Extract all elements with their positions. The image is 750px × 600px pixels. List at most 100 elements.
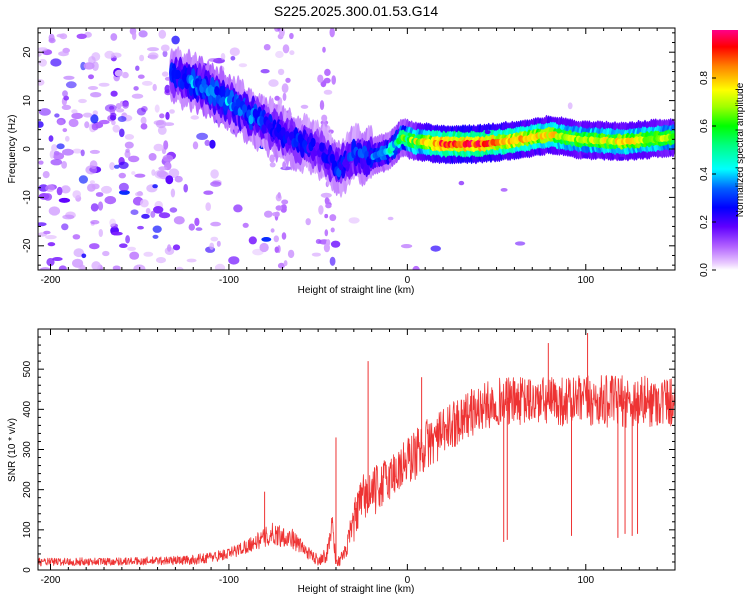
spectrogram-noise-blob (95, 192, 104, 197)
spectrogram-noise-blob (324, 213, 329, 219)
spectrogram-noise-blob (268, 79, 279, 87)
spectrogram-noise-blob (324, 68, 331, 76)
spectrogram-noise-blob (273, 235, 279, 243)
spectrogram-noise-blob (158, 29, 167, 39)
spectrogram-noise-blob (92, 110, 99, 116)
spectrogram-noise-blob (72, 258, 84, 268)
spectrogram-noise-blob (152, 225, 162, 233)
spectrogram-noise-blob (88, 74, 94, 80)
spectrogram-noise-blob (169, 109, 175, 114)
spectrogram-noise-blob (289, 50, 295, 56)
snr-y-tick-label: 200 (22, 481, 33, 498)
snr-y-tick-label: 400 (22, 401, 33, 418)
spectrogram-noise-blob (484, 130, 491, 135)
spectrogram-noise-blob (56, 186, 63, 196)
spectrogram-x-tick-label: -100 (219, 275, 239, 286)
spectrogram-noise-blob (71, 109, 78, 114)
spectrogram-y-label: Frequency (Hz) (7, 115, 18, 184)
spectrogram-y-tick-label: -10 (22, 190, 33, 205)
spectrogram-noise-blob (56, 143, 65, 150)
spectrogram-noise-blob (71, 112, 83, 120)
snr-y-tick-label: 500 (22, 360, 33, 377)
spectrogram-noise-blob (78, 175, 88, 184)
spectrogram-noise-blob (61, 223, 69, 231)
spectrogram-noise-blob (118, 172, 127, 179)
spectrogram-noise-blob (282, 161, 287, 170)
spectrogram-noise-blob (279, 28, 285, 37)
spectrogram-noise-blob (50, 159, 63, 166)
spectrogram-noise-blob (148, 153, 157, 161)
spectrogram-noise-blob (83, 62, 95, 70)
spectrogram-noise-blob (277, 68, 285, 76)
spectrogram-noise-blob (154, 104, 160, 113)
snr-x-tick-label: 0 (405, 575, 411, 586)
spectrogram-noise-blob (162, 154, 174, 162)
spectrogram-noise-blob (87, 86, 99, 90)
spectrogram-noise-blob (318, 205, 324, 215)
spectrogram-noise-blob (275, 50, 284, 59)
snr-background (38, 329, 675, 570)
spectrogram-noise-blob (46, 258, 55, 267)
spectrogram-noise-blob (158, 166, 168, 171)
spectrogram-noise-blob (400, 244, 413, 249)
spectrogram-noise-blob (204, 139, 211, 146)
spectrogram-noise-blob (129, 251, 140, 260)
spectrogram-noise-blob (147, 47, 159, 52)
spectrogram-noise-blob (322, 46, 326, 53)
spectrogram-noise-blob (104, 196, 117, 205)
spectrogram-noise-blob (430, 245, 441, 252)
spectrogram-noise-blob (341, 161, 348, 166)
spectrogram-noise-blob (68, 118, 79, 128)
spectrogram-noise-blob (190, 115, 200, 120)
spectrogram-noise-blob (300, 104, 309, 109)
snr-x-tick-label: -200 (40, 575, 60, 586)
spectrogram-noise-blob (110, 112, 117, 118)
spectrogram-noise-blob (170, 188, 176, 198)
spectrogram-noise-blob (56, 33, 65, 38)
spectrogram-x-tick-label: 100 (577, 275, 594, 286)
spectrogram-noise-blob (282, 92, 287, 102)
spectrogram-y-tick-label: -20 (22, 238, 33, 253)
spectrogram-noise-blob (208, 58, 219, 62)
spectrogram-cells (38, 28, 675, 270)
colorbar-gradient (712, 30, 738, 270)
spectrogram-ridge-cell (227, 95, 233, 105)
spectrogram-noise-blob (89, 180, 95, 185)
spectrogram-noise-blob (38, 160, 44, 165)
spectrogram-ridge-cell (261, 124, 267, 134)
spectrogram-noise-blob (65, 135, 70, 142)
spectrogram-noise-blob (38, 193, 50, 200)
snr-spikes-and-dips (264, 333, 639, 564)
spectrogram-noise-blob (125, 235, 130, 244)
spectrogram-ridge-cell (670, 133, 675, 140)
spectrogram-noise-blob (194, 217, 200, 227)
spectrogram-noise-blob (153, 206, 164, 214)
spectrogram-noise-blob (315, 239, 322, 244)
spectrogram-noise-blob (148, 52, 159, 60)
spectrogram-ridge-cell (336, 167, 342, 178)
spectrogram-noise-blob (156, 257, 166, 264)
snr-x-tick-label: 100 (577, 575, 594, 586)
spectrogram-noise-blob (114, 69, 124, 77)
spectrogram-noise-blob (274, 95, 280, 101)
spectrogram-noise-blob (145, 208, 151, 214)
colorbar-tick-label: 0.8 (699, 71, 710, 85)
spectrogram-noise-blob (158, 212, 171, 219)
snr-x-ticks: -200 -100 0 100 (40, 329, 676, 586)
spectrogram-noise-blob (90, 114, 99, 124)
spectrogram-noise-blob (48, 135, 54, 142)
spectrogram-ridge-cell (310, 137, 316, 148)
colorbar-tick-label: 0.0 (699, 263, 710, 277)
spectrogram-noise-blob (78, 98, 87, 104)
spectrogram-noise-blob (321, 114, 328, 123)
spectrogram-noise-blob (238, 63, 248, 68)
spectrogram-noise-blob (131, 93, 144, 99)
spectrogram-noise-blob (264, 210, 273, 218)
spectrogram-noise-blob (57, 119, 64, 126)
spectrogram-noise-blob (141, 213, 150, 219)
spectrogram-noise-blob (130, 209, 139, 215)
spectrogram-noise-blob (160, 44, 170, 52)
colorbar: 0.0 0.2 0.4 0.6 0.8 Normalized spectral ampl… (699, 30, 746, 277)
spectrogram-noise-blob (124, 150, 131, 158)
